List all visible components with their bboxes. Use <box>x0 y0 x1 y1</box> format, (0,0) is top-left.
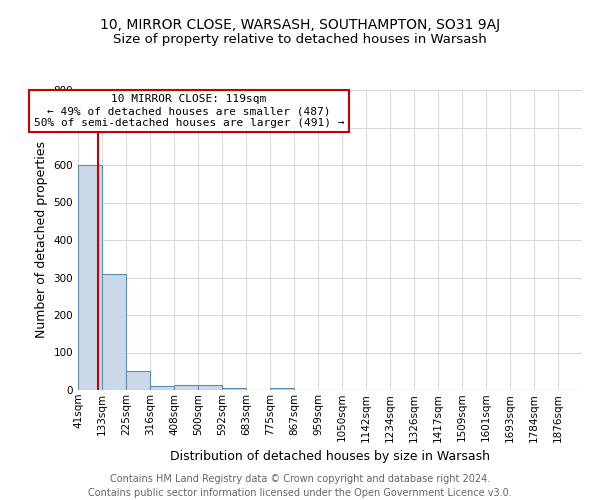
Bar <box>270 388 294 390</box>
Bar <box>150 386 174 390</box>
X-axis label: Distribution of detached houses by size in Warsash: Distribution of detached houses by size … <box>170 450 490 463</box>
Bar <box>198 385 222 390</box>
Text: Contains HM Land Registry data © Crown copyright and database right 2024.
Contai: Contains HM Land Registry data © Crown c… <box>88 474 512 498</box>
Y-axis label: Number of detached properties: Number of detached properties <box>35 142 48 338</box>
Bar <box>126 371 150 390</box>
Text: 10 MIRROR CLOSE: 119sqm
← 49% of detached houses are smaller (487)
50% of semi-d: 10 MIRROR CLOSE: 119sqm ← 49% of detache… <box>34 94 344 128</box>
Text: Size of property relative to detached houses in Warsash: Size of property relative to detached ho… <box>113 32 487 46</box>
Bar <box>102 274 126 390</box>
Bar <box>78 165 102 390</box>
Text: 10, MIRROR CLOSE, WARSASH, SOUTHAMPTON, SO31 9AJ: 10, MIRROR CLOSE, WARSASH, SOUTHAMPTON, … <box>100 18 500 32</box>
Bar <box>222 388 246 390</box>
Bar <box>174 385 198 390</box>
